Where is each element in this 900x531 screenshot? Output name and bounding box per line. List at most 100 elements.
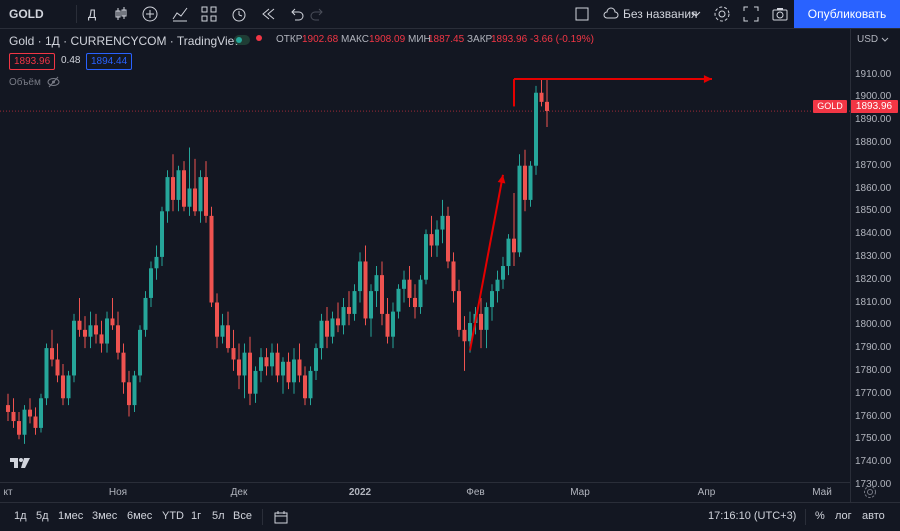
- symbol-search-button[interactable]: GOLD: [9, 7, 44, 21]
- bottom-divider-2: [805, 509, 806, 525]
- time-axis[interactable]: кт Ноя Дек 2022 Фев Мар Апр Май: [0, 482, 850, 503]
- price-tick-label: 1760.00: [855, 410, 892, 422]
- range-6m[interactable]: 6мес: [127, 510, 153, 522]
- price-axis[interactable]: USD 1910.00 1900.00 1890.00 1880.00 1870.00 1…: [850, 28, 900, 502]
- candle-body: [380, 275, 384, 314]
- candle: [369, 284, 373, 337]
- candle: [385, 297, 390, 344]
- interval-button[interactable]: Д: [88, 7, 97, 21]
- data-dot-icon: [256, 35, 262, 41]
- time-tick-label: Дек: [230, 487, 248, 498]
- candle-body: [226, 325, 230, 349]
- candle: [66, 370, 71, 406]
- range-1y[interactable]: 1г: [191, 510, 202, 522]
- candle: [237, 343, 241, 390]
- ask-price-box[interactable]: 1894.44: [86, 53, 133, 70]
- candle-body: [270, 352, 274, 367]
- candle-body: [352, 291, 357, 314]
- candle: [215, 293, 219, 349]
- candle: [495, 270, 500, 303]
- candle: [314, 343, 318, 381]
- price-tick-label: 1730.00: [855, 478, 892, 490]
- candle: [116, 311, 120, 360]
- candle-body: [407, 279, 412, 298]
- candle: [319, 313, 324, 360]
- percent-toggle[interactable]: %: [815, 510, 825, 522]
- chevron-down-icon[interactable]: [690, 5, 702, 23]
- candle: [402, 270, 406, 303]
- range-ytd[interactable]: YTD: [162, 510, 184, 522]
- candle-body: [292, 359, 296, 383]
- candle: [44, 343, 49, 406]
- trend-arrow-drawing[interactable]: [469, 174, 506, 351]
- currency-chevron-icon[interactable]: [881, 37, 889, 43]
- volume-label[interactable]: Объём: [9, 77, 41, 88]
- alert-clock-icon[interactable]: [230, 5, 248, 23]
- eye-hidden-icon[interactable]: [47, 76, 60, 88]
- price-tick-label: 1880.00: [855, 136, 892, 148]
- candle-body: [297, 359, 302, 376]
- horizontal-arrow-drawing[interactable]: [513, 75, 712, 107]
- candle: [539, 79, 544, 107]
- price-chart[interactable]: [0, 28, 850, 482]
- candle-body: [490, 291, 494, 308]
- candle: [165, 170, 170, 223]
- candle-body: [61, 375, 65, 399]
- candle: [407, 266, 412, 308]
- range-5d[interactable]: 5д: [36, 510, 49, 522]
- clock-time[interactable]: 17:16:10 (UTC+3): [708, 510, 797, 522]
- candle: [242, 343, 247, 399]
- candle-body: [149, 268, 153, 298]
- cloud-save-icon[interactable]: [602, 5, 620, 23]
- range-all[interactable]: Все: [233, 510, 252, 522]
- candle: [490, 284, 494, 321]
- replay-icon[interactable]: [259, 5, 277, 23]
- candle-body: [517, 165, 522, 253]
- settings-gear-icon[interactable]: [713, 5, 731, 23]
- range-5y[interactable]: 5л: [212, 510, 225, 522]
- publish-button[interactable]: Опубликовать: [794, 0, 900, 28]
- candle: [286, 352, 291, 390]
- candle: [138, 325, 142, 383]
- range-1m[interactable]: 1мес: [58, 510, 84, 522]
- candle: [270, 343, 274, 376]
- candle-body: [325, 320, 329, 337]
- candle-body: [435, 229, 439, 246]
- candle-body: [116, 325, 120, 353]
- axis-settings-gear-icon[interactable]: [863, 485, 877, 499]
- add-compare-icon[interactable]: [141, 5, 159, 23]
- candle: [61, 364, 65, 406]
- time-tick-label: Мар: [570, 487, 590, 498]
- candle-body: [545, 101, 549, 111]
- currency-selector[interactable]: USD: [857, 34, 879, 45]
- candle: [28, 398, 32, 424]
- undo-icon[interactable]: [287, 5, 305, 23]
- candles-chart-type-icon[interactable]: [112, 5, 130, 23]
- candle: [176, 165, 181, 212]
- price-tick-label: 1820.00: [855, 273, 892, 285]
- layout-square-icon[interactable]: [573, 5, 591, 23]
- go-to-date-icon[interactable]: [274, 511, 288, 524]
- candle-body: [451, 261, 456, 292]
- redo-icon[interactable]: [309, 5, 327, 23]
- candle-body: [17, 421, 21, 435]
- time-tick-label: Май: [812, 487, 832, 498]
- candle: [303, 366, 307, 406]
- candle-body: [237, 359, 241, 376]
- templates-grid-icon[interactable]: [200, 5, 218, 23]
- candle-body: [215, 302, 219, 337]
- symbol-title[interactable]: Gold · 1Д · CURRENCYCOM · TradingView: [9, 34, 243, 48]
- fullscreen-icon[interactable]: [742, 5, 760, 23]
- bid-price-box[interactable]: 1893.96: [9, 53, 56, 70]
- range-1d[interactable]: 1д: [14, 510, 27, 522]
- indicators-icon[interactable]: [171, 5, 189, 23]
- candle-body: [446, 215, 450, 262]
- layout-name-label[interactable]: Без названия: [623, 7, 698, 21]
- range-3m[interactable]: 3мес: [92, 510, 118, 522]
- camera-snapshot-icon[interactable]: [771, 5, 789, 23]
- log-toggle[interactable]: лог: [835, 510, 852, 522]
- candle: [105, 311, 109, 353]
- candle: [17, 411, 21, 440]
- auto-toggle[interactable]: авто: [862, 510, 885, 522]
- bottom-divider: [262, 509, 263, 525]
